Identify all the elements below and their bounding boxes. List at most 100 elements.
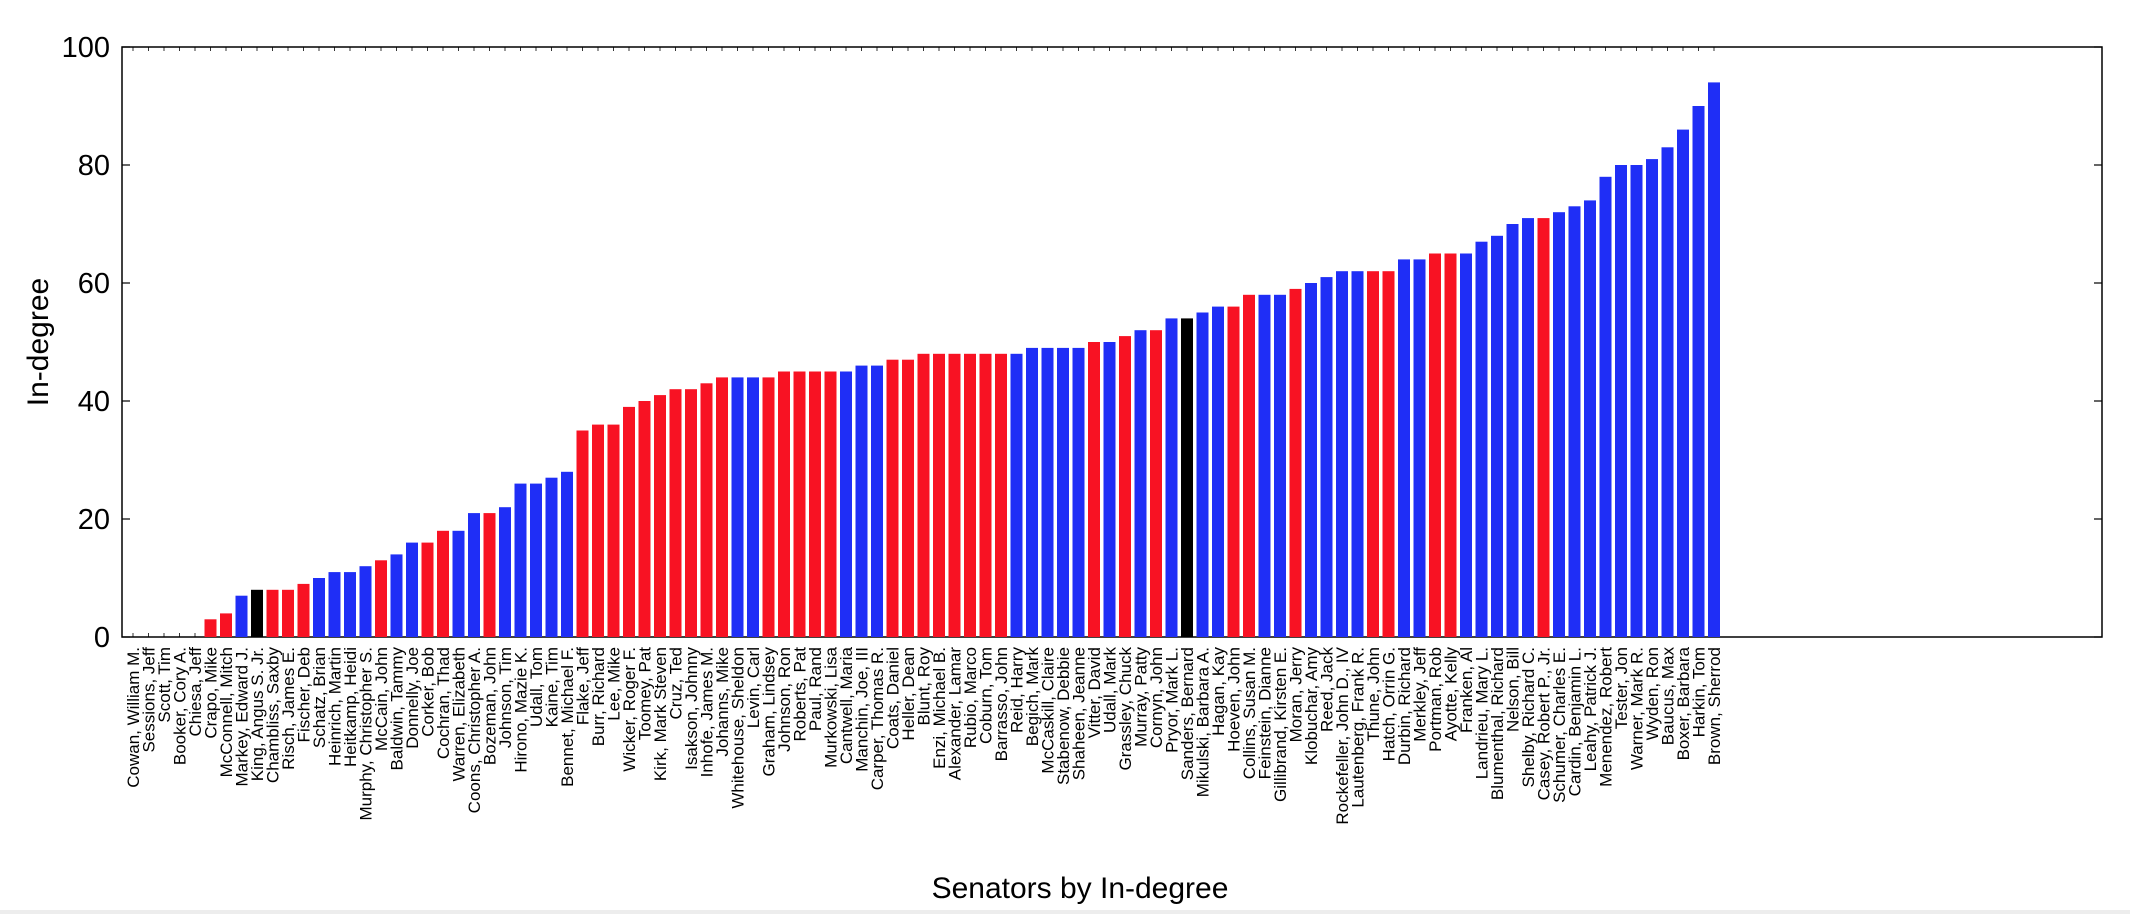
x-tick-label: Hatch, Orrin G. (1380, 647, 1399, 761)
bar (933, 353, 945, 637)
y-tick-label: 100 (62, 32, 110, 64)
bar (1351, 271, 1364, 637)
x-tick-label: Coats, Daniel (884, 647, 903, 749)
x-tick-label: Johanns, Mike (713, 647, 732, 757)
x-tick-label: Hoeven, John (1225, 647, 1244, 752)
bar (313, 578, 325, 637)
x-tick-label: Carper, Thomas R. (868, 647, 887, 790)
x-tick-label: Leahy, Patrick J. (1581, 647, 1600, 771)
bar (638, 401, 651, 637)
bar (530, 483, 542, 637)
x-tick-label: Graham, Lindsey (760, 647, 779, 777)
x-tick-label: Feinstein, Dianne (1256, 647, 1275, 779)
bar (1336, 271, 1348, 637)
x-tick-label: Sanders, Bernard (1178, 647, 1197, 780)
window-bottom-edge (0, 910, 2130, 914)
bar (1320, 277, 1333, 637)
x-tick-label: Udall, Tom (527, 647, 546, 727)
x-tick-label: Burr, Richard (589, 647, 608, 746)
x-tick-label: Durbin, Richard (1395, 647, 1414, 765)
bar (1506, 224, 1519, 637)
x-tick-label: Warner, Mark R. (1628, 647, 1647, 770)
x-tick-label: Coburn, Tom (977, 647, 996, 744)
bar (1088, 342, 1100, 637)
bar (623, 406, 635, 637)
x-tick-label: Baldwin, Tammy (388, 647, 407, 771)
x-tick-label: Menendez, Robert (1597, 647, 1616, 787)
bar (1475, 241, 1488, 637)
x-tick-label: Shaheen, Jeanne (1070, 647, 1089, 780)
x-tick-label: Chiesa, Jeff (186, 647, 205, 737)
bar (762, 377, 775, 637)
bar (1584, 200, 1596, 637)
x-tick-label: Cochran, Thad (434, 647, 453, 759)
x-tick-label: Grassley, Chuck (1116, 647, 1135, 771)
x-tick-label: Vitter, David (1085, 647, 1104, 738)
y-axis: 0 20 40 60 80 100 (62, 32, 2102, 654)
bar (437, 530, 449, 637)
bar (607, 424, 620, 637)
bar (328, 572, 341, 637)
x-tick-label: Barrasso, John (992, 647, 1011, 761)
x-tick-label: Kaine, Tim (543, 647, 562, 727)
bar (1382, 271, 1395, 637)
bar (297, 583, 310, 637)
bar (700, 383, 713, 637)
x-tick-label: Blumenthal, Richard (1488, 647, 1507, 800)
x-tick-label: Heitkamp, Heidi (341, 647, 360, 767)
x-tick-label: Donnelly, Joe (403, 647, 422, 749)
bar (204, 619, 217, 637)
bar (1491, 235, 1503, 638)
x-tick-label: Toomey, Pat (636, 647, 655, 741)
bar (871, 365, 883, 637)
x-tick-label: Alexander, Lamar (946, 647, 965, 781)
bar (1274, 294, 1286, 637)
x-tick-label: McConnell, Mitch (217, 647, 236, 777)
x-tick-label: Heller, Dean (899, 647, 918, 741)
x-tick-label: McCain, John (372, 647, 391, 751)
bar (421, 542, 434, 637)
bar (824, 371, 837, 637)
bar (282, 589, 294, 637)
x-tick-label: Wicker, Roger F. (620, 647, 639, 772)
x-tick-label: Cantwell, Maria (837, 646, 856, 764)
bar (235, 595, 248, 637)
bar (1119, 336, 1131, 637)
x-tick-label: Hagan, Kay (1209, 647, 1228, 736)
bar (251, 589, 263, 637)
bar (1522, 218, 1534, 637)
bar (1072, 347, 1085, 637)
x-tick-label: Thune, John (1364, 647, 1383, 742)
x-tick-label: Markey, Edward J. (233, 647, 252, 787)
bar (1150, 330, 1162, 637)
y-axis-label: In-degree (22, 278, 55, 406)
bar (592, 424, 604, 637)
x-tick-label: Rubio, Marco (961, 647, 980, 748)
bar (948, 353, 961, 637)
x-tick-label: Rockefeller, John D., IV (1333, 646, 1352, 824)
bar (344, 572, 356, 637)
x-tick-label: Begich, Mark (1023, 647, 1042, 747)
bar (1599, 176, 1612, 638)
bar (576, 430, 589, 637)
bar (220, 613, 232, 637)
x-tick-label: Cardin, Benjamin L. (1566, 647, 1585, 796)
bar (1010, 353, 1023, 637)
x-tick-label: Shelby, Richard C. (1519, 647, 1538, 787)
x-tick-label: Johnson, Ron (775, 647, 794, 752)
x-tick-label: Casey, Robert P., Jr. (1535, 647, 1554, 800)
x-tick-label: Bennet, Michael F. (558, 647, 577, 787)
x-tick-label: Flake, Jeff (574, 647, 593, 725)
x-tick-label: Hirono, Mazie K. (512, 647, 531, 773)
bar (1243, 294, 1255, 637)
x-tick-label: Paul, Rand (806, 647, 825, 731)
bar (1692, 106, 1705, 637)
x-tick-label: Crapo, Mike (202, 647, 221, 739)
bar (809, 371, 821, 637)
x-tick-label: Corker, Bob (419, 647, 438, 737)
bar (499, 507, 511, 637)
x-tick-label: Bozeman, John (481, 647, 500, 765)
x-tick-label: Ayotte, Kelly (1442, 647, 1461, 742)
x-tick-label: Schumer, Charles E. (1550, 647, 1569, 803)
